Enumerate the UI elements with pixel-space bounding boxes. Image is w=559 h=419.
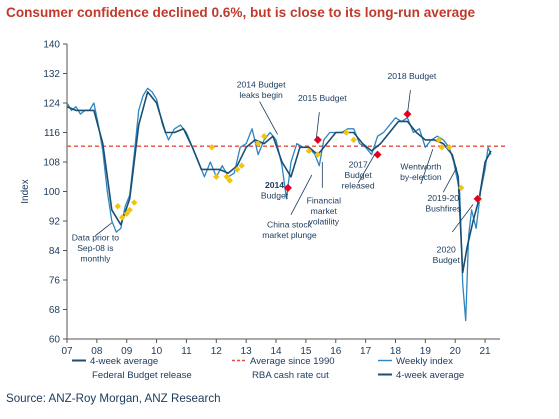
federal-budget-marker [473, 194, 482, 203]
x-tick-label: 08 [91, 346, 103, 357]
rba-rate-cut-marker [254, 140, 262, 147]
legend-label: RBA cash rate cut [252, 370, 329, 381]
four-week-average-line [66, 91, 492, 274]
federal-budget-marker [313, 135, 322, 144]
rba-rate-cut-marker [114, 203, 121, 210]
x-tick-label: 21 [480, 346, 492, 357]
rba-rate-cut-marker [305, 147, 313, 155]
annotation-label: released [342, 181, 375, 191]
chart-source: Source: ANZ-Roy Morgan, ANZ Research [6, 392, 221, 405]
y-axis-label: Index [20, 179, 31, 203]
rba-rate-cut-marker [130, 199, 138, 206]
rba-rate-cut-marker [119, 214, 126, 221]
y-tick-label: 108 [43, 158, 60, 169]
annotation-label: Budget [261, 190, 289, 200]
y-tick-label: 124 [43, 99, 60, 110]
rba-rate-cut-marker [208, 144, 216, 151]
annotation-label: Budget [433, 255, 461, 265]
x-tick-label: 10 [151, 346, 163, 357]
x-tick-label: 16 [330, 346, 342, 357]
annotation-label: Data prior to [72, 233, 120, 243]
rba-rate-cut-marker [234, 166, 241, 173]
annotation-label: Bushfires [425, 204, 461, 214]
rba-rate-cut-marker [435, 136, 442, 144]
annotation-label: monthly [80, 254, 111, 264]
annotation-label: leaks begin [239, 90, 283, 100]
rba-rate-cut-marker [260, 132, 268, 140]
rba-rate-cut-marker [314, 151, 322, 158]
legend-label: 4-week average [396, 370, 464, 381]
y-tick-label: 140 [43, 40, 60, 51]
annotation-label: 2014 [265, 180, 284, 190]
annotation-label: Sep-08 is [77, 243, 113, 253]
legend-label: 4-week average [90, 356, 158, 367]
annotation-pointer [442, 167, 458, 193]
annotation-pointer [315, 112, 320, 139]
legend-label: Weekly index [396, 356, 453, 367]
annotation-label: 2015 Budget [298, 93, 347, 103]
annotation-label: China stock [267, 220, 313, 230]
legend-label: Federal Budget release [92, 370, 192, 381]
rba-rate-cut-marker [457, 184, 465, 192]
rba-rate-cut-marker [238, 162, 245, 169]
annotation-pointer [451, 204, 474, 233]
x-tick-label: 07 [61, 346, 73, 357]
federal-budget-marker [283, 183, 292, 192]
x-tick-label: 18 [390, 346, 402, 357]
legend-label: Average since 1990 [250, 356, 335, 367]
rba-rate-cut-marker [438, 144, 445, 151]
annotation-label: Wentworth [400, 161, 441, 171]
annotation-label: Budget [345, 170, 373, 180]
x-tick-label: 09 [121, 346, 133, 357]
x-tick-label: 11 [181, 346, 192, 357]
federal-budget-marker [373, 150, 382, 159]
x-tick-label: 13 [241, 346, 253, 357]
annotation-label: volatility [309, 216, 340, 226]
y-tick-label: 84 [49, 246, 61, 257]
annotation-pointer [95, 222, 113, 237]
annotation-label: market [311, 206, 338, 216]
rba-rate-cut-marker [343, 129, 350, 136]
annotation-label: 2019-20 [427, 193, 459, 203]
y-tick-label: 68 [49, 305, 61, 316]
rba-rate-cut-marker [126, 206, 133, 214]
x-tick-label: 17 [360, 346, 372, 357]
annotation-label: by-election [400, 172, 442, 182]
x-tick-label: 15 [300, 346, 312, 357]
chart-title: Consumer confidence declined 0.6%, but i… [6, 5, 476, 20]
rba-rate-cut-marker [350, 136, 357, 144]
y-tick-label: 60 [49, 335, 61, 346]
y-tick-label: 100 [43, 187, 60, 198]
annotation-pointer [259, 101, 278, 135]
x-tick-label: 20 [450, 346, 462, 357]
annotation-label: 2018 Budget [388, 71, 437, 81]
x-tick-label: 12 [211, 346, 223, 357]
x-tick-label: 14 [270, 346, 282, 357]
rba-rate-cut-marker [226, 177, 233, 184]
x-tick-label: 19 [420, 346, 432, 357]
annotation-label: 2017 [349, 160, 368, 170]
y-tick-label: 132 [43, 69, 60, 80]
annotation-label: market plunge [262, 230, 317, 240]
rba-rate-cut-marker [123, 210, 130, 217]
annotation-label: 2020 [437, 244, 456, 254]
annotation-label: Financial [307, 195, 341, 205]
annotation-label: 2014 Budget [237, 80, 286, 90]
annotation-pointer [407, 90, 411, 115]
y-tick-label: 76 [49, 276, 61, 287]
y-tick-label: 92 [49, 217, 61, 228]
rba-rate-cut-marker [213, 173, 220, 180]
rba-rate-cut-marker [223, 173, 230, 180]
rba-rate-cut-marker [446, 144, 453, 151]
y-tick-label: 116 [44, 128, 60, 139]
annotation-pointer [420, 148, 434, 185]
annotation-pointer [290, 174, 313, 215]
annotation-pointer [357, 154, 375, 184]
